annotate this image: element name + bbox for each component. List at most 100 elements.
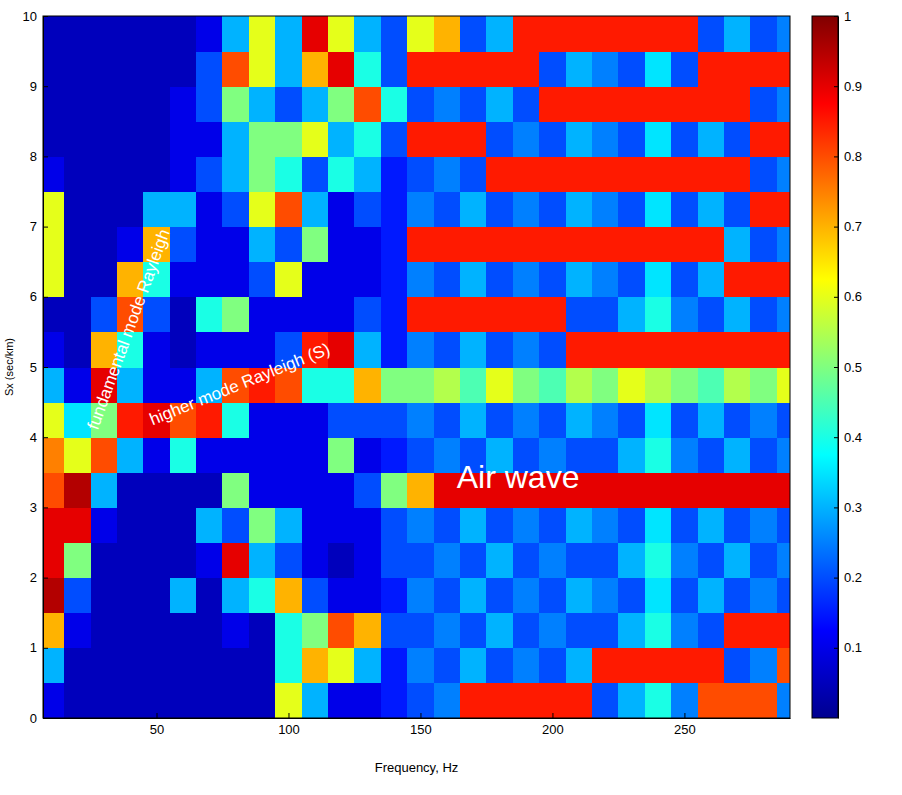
heatmap-cell — [566, 121, 593, 157]
heatmap-cell — [354, 472, 381, 508]
heatmap-cell — [354, 121, 381, 157]
heatmap-cell — [566, 192, 593, 228]
heatmap-cell — [407, 613, 434, 649]
heatmap-cell — [724, 16, 751, 52]
heatmap-cell — [328, 543, 355, 579]
tick-mark — [834, 367, 838, 368]
heatmap-cell — [381, 297, 408, 333]
heatmap-cell — [354, 507, 381, 543]
heatmap-cell — [196, 51, 223, 87]
heatmap-cell — [539, 613, 566, 649]
heatmap-cell — [592, 683, 619, 718]
heatmap-cell — [460, 192, 487, 228]
heatmap-cell — [328, 16, 355, 52]
chart-svg: 50100150200250012345678910Frequency, HzS… — [0, 0, 902, 795]
heatmap-cell — [566, 51, 593, 87]
tick: 5 — [30, 360, 48, 375]
heatmap-cell — [91, 192, 118, 228]
heatmap-cell — [434, 613, 461, 649]
heatmap-cell — [513, 51, 540, 87]
heatmap-cell — [777, 683, 790, 718]
tick-label: 0.1 — [844, 640, 862, 655]
heatmap-cell — [566, 402, 593, 438]
heatmap-cell — [64, 227, 91, 263]
heatmap-cell — [328, 507, 355, 543]
heatmap-cell — [539, 156, 566, 192]
heatmap-cell — [302, 121, 329, 157]
heatmap-cell — [750, 227, 777, 263]
tick: 4 — [30, 430, 48, 445]
heatmap-cell — [698, 402, 725, 438]
tick-label: 7 — [30, 219, 37, 234]
heatmap-cell — [143, 121, 170, 157]
heatmap-cell — [249, 121, 276, 157]
heatmap-cell — [460, 121, 487, 157]
tick: 8 — [30, 149, 48, 164]
heatmap-cell — [460, 683, 487, 718]
heatmap-cell — [618, 543, 645, 579]
heatmap-cell — [671, 578, 698, 614]
heatmap-cell — [750, 613, 777, 649]
heatmap-cell — [750, 51, 777, 87]
heatmap-cell — [671, 332, 698, 368]
heatmap-cell — [354, 367, 381, 403]
heatmap-cell — [460, 51, 487, 87]
annotation: higher mode Rayleigh (S) — [147, 339, 333, 429]
heatmap-cell — [64, 472, 91, 508]
heatmap-cell — [698, 51, 725, 87]
heatmap-cell — [328, 192, 355, 228]
heatmap-cell — [460, 156, 487, 192]
heatmap-cell — [434, 156, 461, 192]
heatmap-cell — [407, 472, 434, 508]
heatmap-cell — [381, 192, 408, 228]
heatmap-cell — [460, 16, 487, 52]
heatmap-cell — [777, 578, 790, 614]
heatmap-cell — [275, 86, 302, 122]
heatmap-cell — [777, 437, 790, 473]
heatmap-cells — [43, 16, 790, 718]
heatmap-cell — [43, 402, 65, 438]
heatmap-cell — [671, 437, 698, 473]
heatmap-cell — [592, 262, 619, 298]
heatmap-cell — [354, 86, 381, 122]
heatmap-cell — [302, 156, 329, 192]
heatmap-cell — [592, 402, 619, 438]
heatmap-cell — [249, 86, 276, 122]
heatmap-cell — [222, 227, 249, 263]
heatmap-cell — [698, 683, 725, 718]
heatmap-cell — [513, 507, 540, 543]
heatmap-cell — [328, 332, 355, 368]
heatmap-cell — [486, 332, 513, 368]
heatmap-cell — [618, 51, 645, 87]
axis: 50100150200250 — [44, 713, 791, 737]
heatmap-cell — [750, 192, 777, 228]
heatmap-cell — [64, 578, 91, 614]
heatmap-cell — [698, 507, 725, 543]
heatmap-cell — [64, 86, 91, 122]
heatmap-cell — [513, 227, 540, 263]
heatmap-cell — [302, 507, 329, 543]
heatmap-cell — [513, 332, 540, 368]
heatmap-cell — [513, 121, 540, 157]
heatmap-cell — [645, 578, 672, 614]
heatmap-cell — [671, 156, 698, 192]
tick-label: 10 — [23, 9, 37, 24]
heatmap-cell — [434, 578, 461, 614]
tick-mark — [834, 86, 838, 87]
heatmap-cell — [170, 543, 197, 579]
heatmap-cell — [486, 683, 513, 718]
tick-label: 2 — [30, 570, 37, 585]
heatmap-cell — [64, 367, 91, 403]
heatmap-cell — [91, 262, 118, 298]
heatmap-cell — [64, 297, 91, 333]
heatmap-cell — [513, 578, 540, 614]
heatmap-cell — [618, 192, 645, 228]
heatmap-cell — [671, 51, 698, 87]
heatmap-cell — [143, 16, 170, 52]
heatmap-cell — [381, 613, 408, 649]
heatmap-cell — [170, 227, 197, 263]
tick-label: 250 — [674, 722, 696, 737]
heatmap-cell — [407, 227, 434, 263]
heatmap-cell — [91, 297, 118, 333]
heatmap-cell — [143, 683, 170, 718]
